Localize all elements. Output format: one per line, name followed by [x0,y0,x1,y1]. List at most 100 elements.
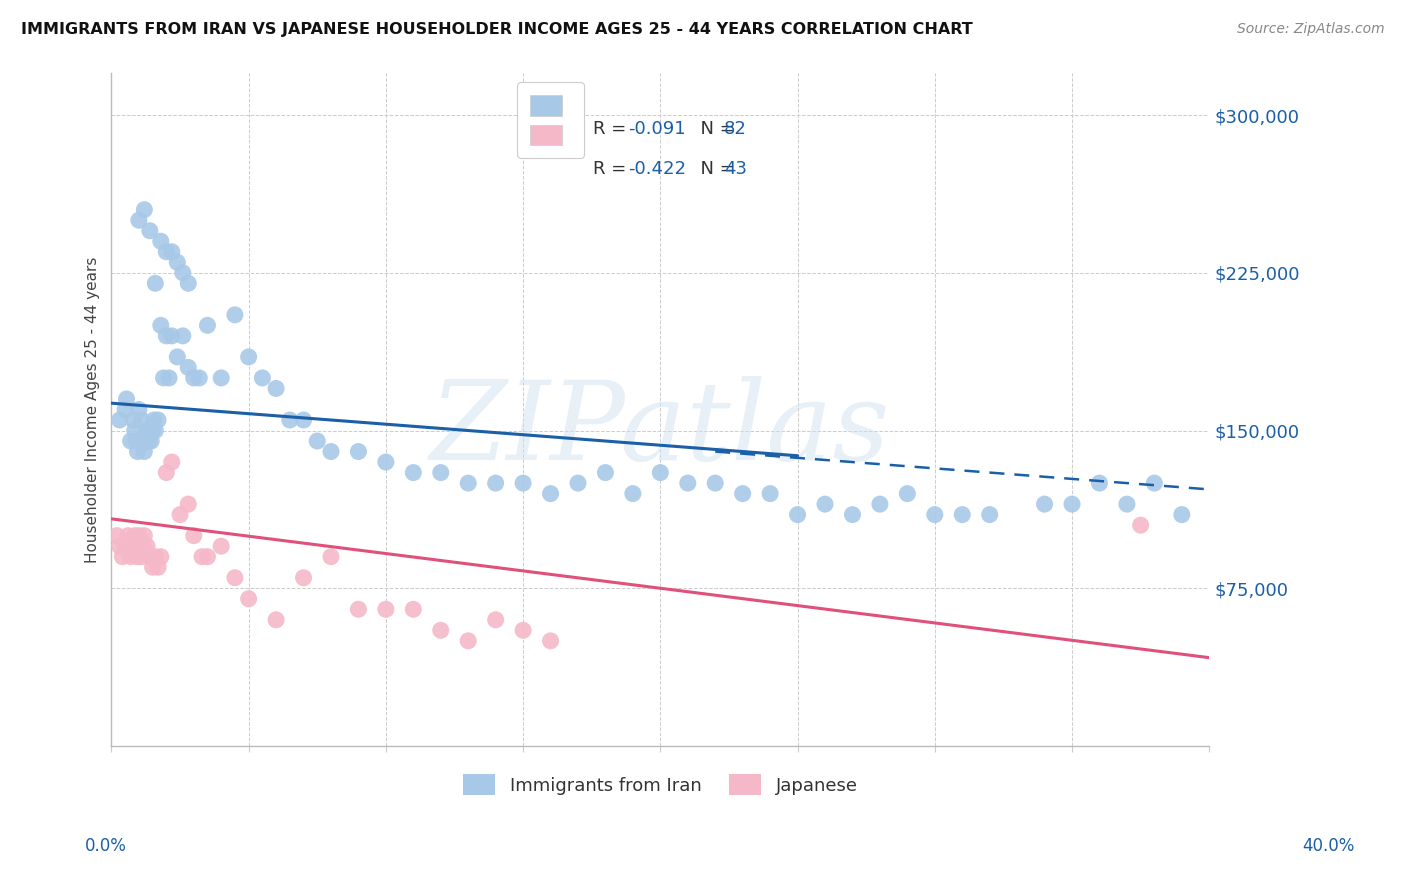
Point [142,560,165,574]
Point [374,455,396,469]
Point [160,455,183,469]
Point [125,539,148,553]
Point [191,549,214,564]
Point [307,434,329,448]
Point [177,497,200,511]
Point [149,549,172,564]
Point [114,539,136,553]
Point [457,633,479,648]
Point [950,508,973,522]
Text: IMMIGRANTS FROM IRAN VS JAPANESE HOUSEHOLDER INCOME AGES 25 - 44 YEARS CORRELATI: IMMIGRANTS FROM IRAN VS JAPANESE HOUSEHO… [21,22,973,37]
Point [177,360,200,375]
Point [169,508,191,522]
Point [143,549,166,564]
Point [429,624,451,638]
Point [155,244,177,259]
Point [129,539,152,553]
Point [197,549,219,564]
Point [183,371,205,385]
Point [319,549,342,564]
Y-axis label: Householder Income Ages 25 - 44 years: Householder Income Ages 25 - 44 years [86,256,100,563]
Point [125,434,148,448]
Point [142,424,165,438]
Point [841,508,863,522]
Point [1060,497,1083,511]
Point [540,633,562,648]
Point [108,539,131,553]
Point [146,560,169,574]
Point [924,508,946,522]
Text: R =: R = [593,161,631,178]
Point [896,486,918,500]
Point [1033,497,1056,511]
Point [157,371,180,385]
Point [676,476,699,491]
Point [124,424,146,438]
Point [319,444,342,458]
Point [127,444,149,458]
Point [160,329,183,343]
Point [183,529,205,543]
Point [238,591,260,606]
Point [209,371,232,385]
Point [122,539,145,553]
Point [122,413,145,427]
Point [224,308,246,322]
Point [152,371,174,385]
Text: Source: ZipAtlas.com: Source: ZipAtlas.com [1237,22,1385,37]
Point [136,539,159,553]
Point [759,486,782,500]
Text: 40.0%: 40.0% [1302,837,1355,855]
Point [120,434,142,448]
Point [264,381,287,395]
Text: -0.091: -0.091 [628,120,686,138]
Text: 43: 43 [724,161,747,178]
Point [731,486,754,500]
Point [197,318,219,333]
Text: 82: 82 [724,120,747,138]
Point [292,571,315,585]
Point [146,413,169,427]
Point [224,571,246,585]
Point [166,255,188,269]
Point [117,529,139,543]
Text: -0.422: -0.422 [628,161,686,178]
Legend: Immigrants from Iran, Japanese: Immigrants from Iran, Japanese [454,765,866,805]
Point [135,434,157,448]
Point [139,424,162,438]
Point [1088,476,1111,491]
Point [134,202,156,217]
Text: 0.0%: 0.0% [84,837,127,855]
Point [134,529,156,543]
Point [567,476,589,491]
Point [979,508,1001,522]
Point [429,466,451,480]
Point [134,444,156,458]
Point [143,424,166,438]
Point [131,413,153,427]
Point [512,476,534,491]
Point [155,466,177,480]
Text: R =: R = [593,120,631,138]
Point [621,486,644,500]
Point [402,466,425,480]
Point [1143,476,1166,491]
Point [814,497,837,511]
Text: ZIPatlas: ZIPatlas [430,376,890,483]
Point [128,213,150,227]
Point [124,529,146,543]
Point [278,413,301,427]
Point [595,466,617,480]
Point [1171,508,1194,522]
Point [136,424,159,438]
Point [869,497,891,511]
Point [540,486,562,500]
Point [172,266,194,280]
Point [1116,497,1139,511]
Point [374,602,396,616]
Point [160,244,183,259]
Point [142,413,165,427]
Point [402,602,425,616]
Point [172,329,194,343]
Point [252,371,274,385]
